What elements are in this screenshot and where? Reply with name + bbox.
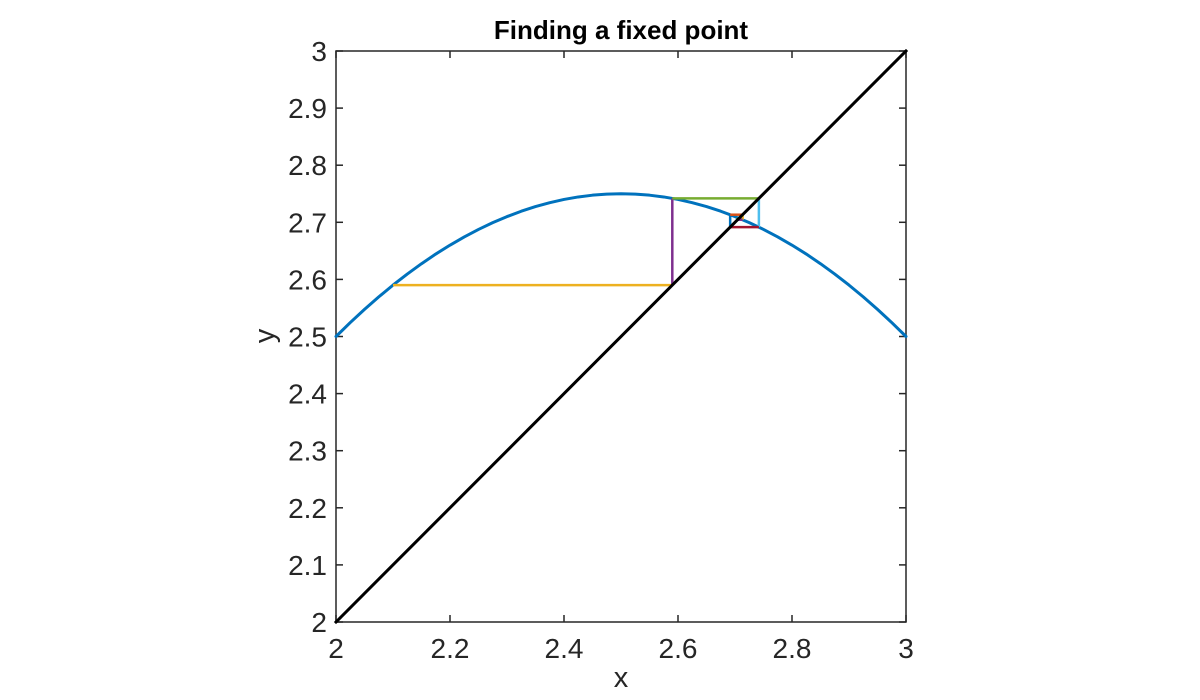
chart-title: Finding a fixed point	[494, 15, 749, 45]
plot-series-group	[333, 48, 909, 625]
y-tick-label: 2	[311, 607, 327, 638]
x-tick-label: 2.6	[659, 633, 698, 664]
y-axis-label: y	[249, 328, 281, 343]
identity-line	[333, 48, 909, 625]
x-tick-label: 2	[328, 633, 344, 664]
x-tick-label: 2.2	[431, 633, 470, 664]
x-tick-label: 2.8	[773, 633, 812, 664]
y-tick-label: 2.8	[288, 150, 327, 181]
y-tick-label: 2.9	[288, 93, 327, 124]
y-tick-label: 2.5	[288, 322, 327, 353]
y-tick-label: 2.7	[288, 207, 327, 238]
y-tick-label: 3	[311, 36, 327, 67]
x-tick-label: 3	[898, 633, 914, 664]
x-tick-label: 2.4	[545, 633, 584, 664]
y-tick-label: 2.4	[288, 379, 327, 410]
tick-labels-group: 2 2.2 2.4 2.6 2.8 3 2 2.1 2.2 2.3 2.4 2.5 2.6 2.7 2.8 2…	[288, 36, 914, 664]
x-axis-label: x	[614, 662, 629, 694]
y-tick-label: 2.2	[288, 493, 327, 524]
function-curve	[334, 192, 908, 338]
y-tick-label: 2.1	[288, 550, 327, 581]
y-tick-label: 2.3	[288, 436, 327, 467]
y-tick-label: 2.6	[288, 264, 327, 295]
